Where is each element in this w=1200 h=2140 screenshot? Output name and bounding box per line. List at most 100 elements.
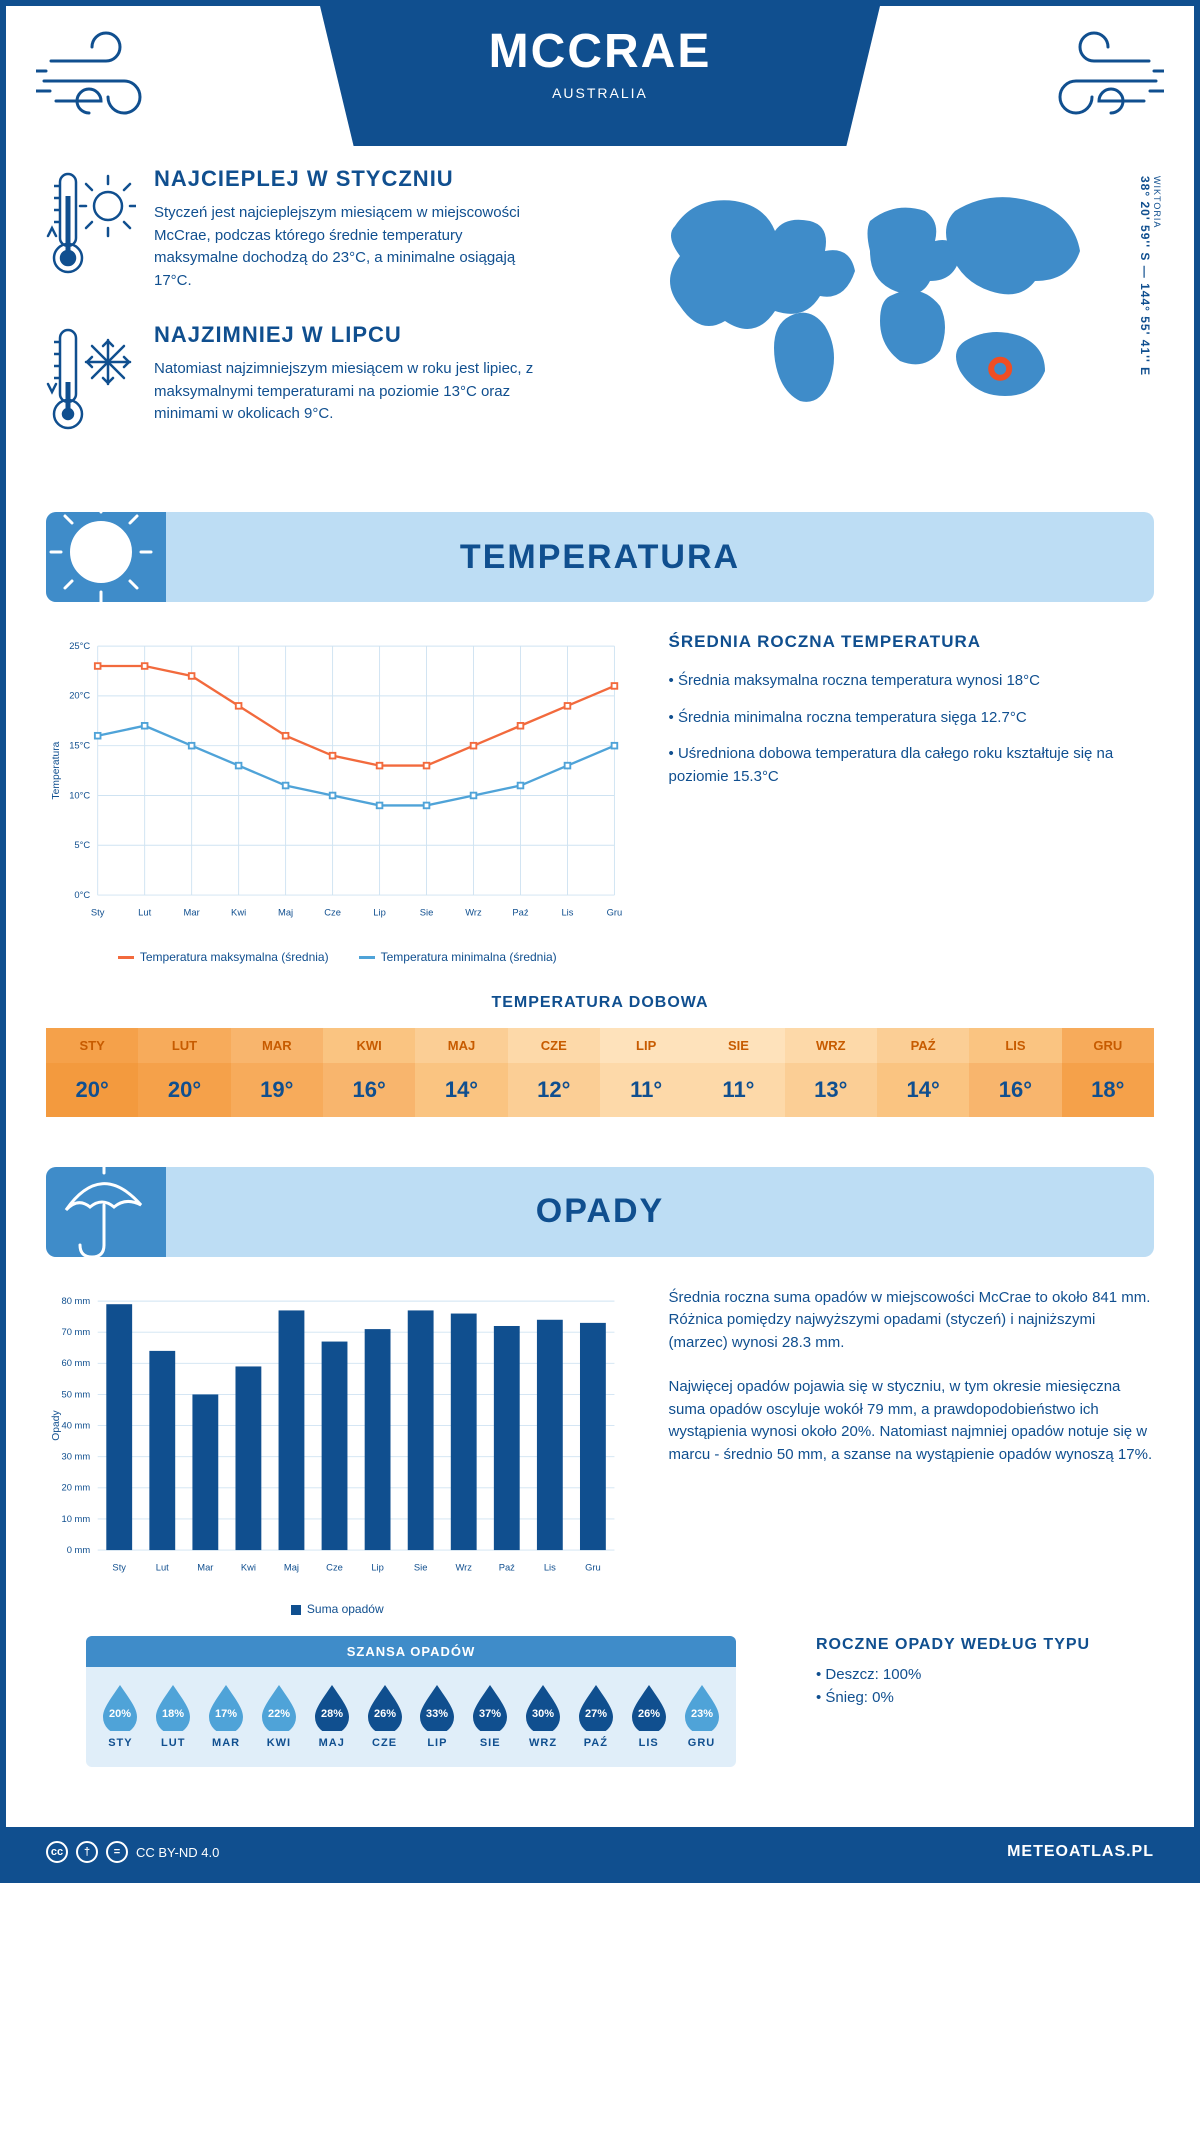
svg-text:Sie: Sie <box>414 1561 428 1572</box>
svg-text:Sie: Sie <box>420 907 434 918</box>
temp-cell: LIS16° <box>969 1028 1061 1117</box>
chance-drop: 33% LIP <box>411 1681 464 1749</box>
svg-text:37%: 37% <box>479 1708 501 1720</box>
temp-cell: CZE12° <box>508 1028 600 1117</box>
svg-text:Lis: Lis <box>561 907 573 918</box>
svg-text:40 mm: 40 mm <box>62 1419 91 1430</box>
chance-drop: 18% LUT <box>147 1681 200 1749</box>
svg-text:Opady: Opady <box>51 1409 62 1440</box>
cold-fact-title: NAJZIMNIEJ W LIPCU <box>154 322 534 348</box>
daily-temp-title: TEMPERATURA DOBOWA <box>46 994 1154 1012</box>
chance-drop: 30% WRZ <box>517 1681 570 1749</box>
svg-text:30%: 30% <box>532 1708 554 1720</box>
svg-text:28%: 28% <box>321 1708 343 1720</box>
thermometer-snow-icon <box>46 322 136 442</box>
license-text: CC BY-ND 4.0 <box>136 1845 219 1860</box>
temp-bullet: Średnia maksymalna roczna temperatura wy… <box>669 670 1154 693</box>
precip-info-p2: Najwięcej opadów pojawia się w styczniu,… <box>669 1376 1154 1466</box>
svg-text:10°C: 10°C <box>69 789 90 800</box>
svg-text:22%: 22% <box>268 1708 290 1720</box>
temp-cell: LIP11° <box>600 1028 692 1117</box>
hot-fact-title: NAJCIEPLEJ W STYCZNIU <box>154 166 534 192</box>
svg-text:Lis: Lis <box>544 1561 556 1572</box>
svg-text:26%: 26% <box>638 1708 660 1720</box>
chance-drop: 37% SIE <box>464 1681 517 1749</box>
chance-drop: 27% PAŹ <box>569 1681 622 1749</box>
lon-label: 144° 55' 41'' E <box>1138 283 1152 376</box>
svg-text:Kwi: Kwi <box>241 1561 256 1572</box>
svg-text:Gru: Gru <box>585 1561 601 1572</box>
precip-type-item: Deszcz: 100% <box>816 1666 1154 1683</box>
temp-cell: SIE11° <box>692 1028 784 1117</box>
chance-drop: 28% MAJ <box>305 1681 358 1749</box>
chance-drop: 26% LIS <box>622 1681 675 1749</box>
svg-text:Lip: Lip <box>371 1561 384 1572</box>
intro-section: NAJCIEPLEJ W STYCZNIU Styczeń jest najci… <box>6 146 1194 502</box>
country-subtitle: AUSTRALIA <box>320 85 880 101</box>
temperature-title: TEMPERATURA <box>166 538 1154 577</box>
precipitation-title: OPADY <box>166 1192 1154 1231</box>
legend-max: Temperatura maksymalna (średnia) <box>140 950 329 964</box>
svg-text:Wrz: Wrz <box>465 907 482 918</box>
svg-text:Lip: Lip <box>373 907 386 918</box>
chance-drop: 20% STY <box>94 1681 147 1749</box>
cold-fact: NAJZIMNIEJ W LIPCU Natomiast najzimniejs… <box>46 322 585 442</box>
hot-fact-text: Styczeń jest najcieplejszym miesiącem w … <box>154 202 534 292</box>
svg-text:50 mm: 50 mm <box>62 1388 91 1399</box>
svg-text:Maj: Maj <box>284 1561 299 1572</box>
cold-fact-text: Natomiast najzimniejszym miesiącem w rok… <box>154 358 534 426</box>
svg-text:Paź: Paź <box>512 907 528 918</box>
temp-cell: PAŹ14° <box>877 1028 969 1117</box>
cc-icon: cc <box>46 1841 68 1863</box>
precip-chart-legend: Suma opadów <box>46 1602 629 1616</box>
svg-text:Temperatura: Temperatura <box>51 741 62 799</box>
by-icon: † <box>76 1841 98 1863</box>
temp-info-title: ŚREDNIA ROCZNA TEMPERATURA <box>669 632 1154 652</box>
svg-text:Sty: Sty <box>112 1561 126 1572</box>
world-map: WIKTORIA 38° 20' 59'' S — 144° 55' 41'' … <box>615 166 1154 472</box>
nd-icon: = <box>106 1841 128 1863</box>
chance-drop: 23% GRU <box>675 1681 728 1749</box>
svg-text:Cze: Cze <box>326 1561 343 1572</box>
svg-text:23%: 23% <box>691 1708 713 1720</box>
temperature-line-chart: 0°C5°C10°C15°C20°C25°CStyLutMarKwiMajCze… <box>46 632 629 964</box>
precipitation-type: ROCZNE OPADY WEDŁUG TYPU Deszcz: 100%Śni… <box>816 1636 1154 1712</box>
precipitation-info: Średnia roczna suma opadów w miejscowośc… <box>669 1287 1154 1617</box>
temperature-info: ŚREDNIA ROCZNA TEMPERATURA Średnia maksy… <box>669 632 1154 964</box>
wind-icon <box>36 26 176 126</box>
svg-text:Mar: Mar <box>184 907 200 918</box>
daily-temperature-table: TEMPERATURA DOBOWA STY20°LUT20°MAR19°KWI… <box>6 994 1194 1157</box>
svg-text:Kwi: Kwi <box>231 907 246 918</box>
svg-text:20 mm: 20 mm <box>62 1481 91 1492</box>
precipitation-bar-chart: 0 mm10 mm20 mm30 mm40 mm50 mm60 mm70 mm8… <box>46 1287 629 1617</box>
temp-bullet: Średnia minimalna roczna temperatura się… <box>669 707 1154 730</box>
umbrella-icon <box>46 1155 166 1265</box>
header: MCCRAE AUSTRALIA <box>6 6 1194 146</box>
svg-text:20°C: 20°C <box>69 690 90 701</box>
temp-cell: STY20° <box>46 1028 138 1117</box>
temp-cell: LUT20° <box>138 1028 230 1117</box>
temp-cell: MAJ14° <box>415 1028 507 1117</box>
lat-label: 38° 20' 59'' S <box>1138 176 1152 261</box>
chance-drop: 26% CZE <box>358 1681 411 1749</box>
svg-text:Gru: Gru <box>607 907 623 918</box>
precip-type-title: ROCZNE OPADY WEDŁUG TYPU <box>816 1636 1154 1654</box>
temperature-header: TEMPERATURA <box>46 512 1154 602</box>
svg-text:Paź: Paź <box>499 1561 515 1572</box>
svg-text:Sty: Sty <box>91 907 105 918</box>
svg-text:Lut: Lut <box>156 1561 169 1572</box>
svg-text:10 mm: 10 mm <box>62 1512 91 1523</box>
temp-bullet: Uśredniona dobowa temperatura dla całego… <box>669 743 1154 788</box>
svg-text:20%: 20% <box>109 1708 131 1720</box>
svg-text:Lut: Lut <box>138 907 151 918</box>
legend-min: Temperatura minimalna (średnia) <box>381 950 557 964</box>
license: cc † = CC BY-ND 4.0 <box>46 1841 219 1863</box>
svg-text:Mar: Mar <box>197 1561 213 1572</box>
svg-text:5°C: 5°C <box>74 839 90 850</box>
wind-icon <box>1024 26 1164 126</box>
temp-cell: KWI16° <box>323 1028 415 1117</box>
coordinates: WIKTORIA 38° 20' 59'' S — 144° 55' 41'' … <box>1138 176 1162 376</box>
svg-text:17%: 17% <box>215 1708 237 1720</box>
svg-text:70 mm: 70 mm <box>62 1326 91 1337</box>
precip-legend-label: Suma opadów <box>307 1602 384 1616</box>
